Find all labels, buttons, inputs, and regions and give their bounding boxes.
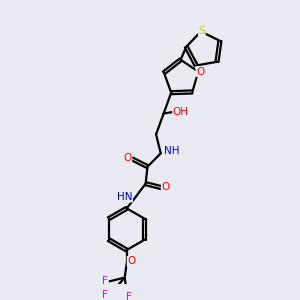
Text: HN: HN [117,192,133,202]
Text: F: F [102,290,108,300]
Text: O: O [124,153,132,163]
Text: NH: NH [164,146,180,157]
Text: O: O [161,182,169,193]
Text: OH: OH [173,106,189,117]
Text: O: O [127,256,136,266]
Text: S: S [199,26,205,36]
Text: F: F [102,276,108,286]
Text: F: F [126,292,131,300]
Text: O: O [196,67,204,76]
